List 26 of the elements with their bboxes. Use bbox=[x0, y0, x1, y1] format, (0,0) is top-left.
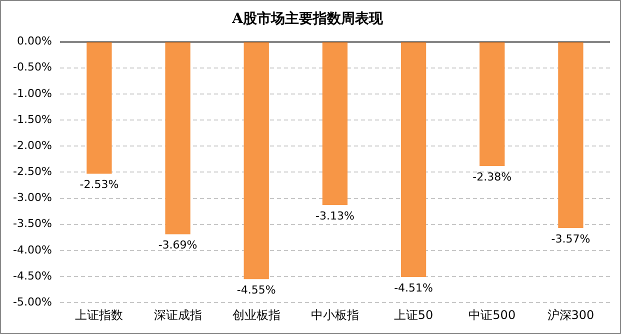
x-tick-label: 中证500 bbox=[468, 308, 516, 322]
x-tick-label: 中小板指 bbox=[310, 308, 359, 322]
data-label: -3.13% bbox=[315, 209, 354, 222]
x-tick-label: 深证成指 bbox=[154, 308, 202, 322]
y-tick-label: -2.50% bbox=[12, 165, 52, 178]
y-tick-label: -1.00% bbox=[12, 86, 52, 100]
y-tick-label: -0.50% bbox=[12, 60, 52, 74]
x-tick-label: 创业板指 bbox=[232, 308, 280, 322]
data-label: -2.53% bbox=[80, 178, 119, 192]
x-tick-label: 沪深300 bbox=[547, 308, 594, 322]
y-tick-label: -1.50% bbox=[12, 112, 52, 126]
chart-title: A股市场主要指数周表现 bbox=[231, 10, 384, 28]
x-tick-label: 上证50 bbox=[394, 308, 434, 322]
data-label: -3.69% bbox=[158, 238, 198, 252]
y-tick-label: 0.00% bbox=[16, 34, 52, 48]
y-tick-label: -2.00% bbox=[12, 138, 52, 152]
data-label: -4.51% bbox=[394, 281, 433, 294]
y-tick-label: -4.50% bbox=[12, 269, 52, 282]
y-tick-label: -3.00% bbox=[12, 191, 52, 204]
data-label: -4.55% bbox=[236, 283, 276, 296]
y-tick-label: -5.00% bbox=[12, 295, 52, 308]
y-tick-label: -4.00% bbox=[12, 243, 52, 256]
data-label: -3.57% bbox=[551, 232, 590, 246]
x-tick-label: 上证指数 bbox=[75, 308, 124, 322]
data-label: -2.38% bbox=[472, 170, 512, 184]
y-tick-label: -3.50% bbox=[12, 217, 52, 230]
